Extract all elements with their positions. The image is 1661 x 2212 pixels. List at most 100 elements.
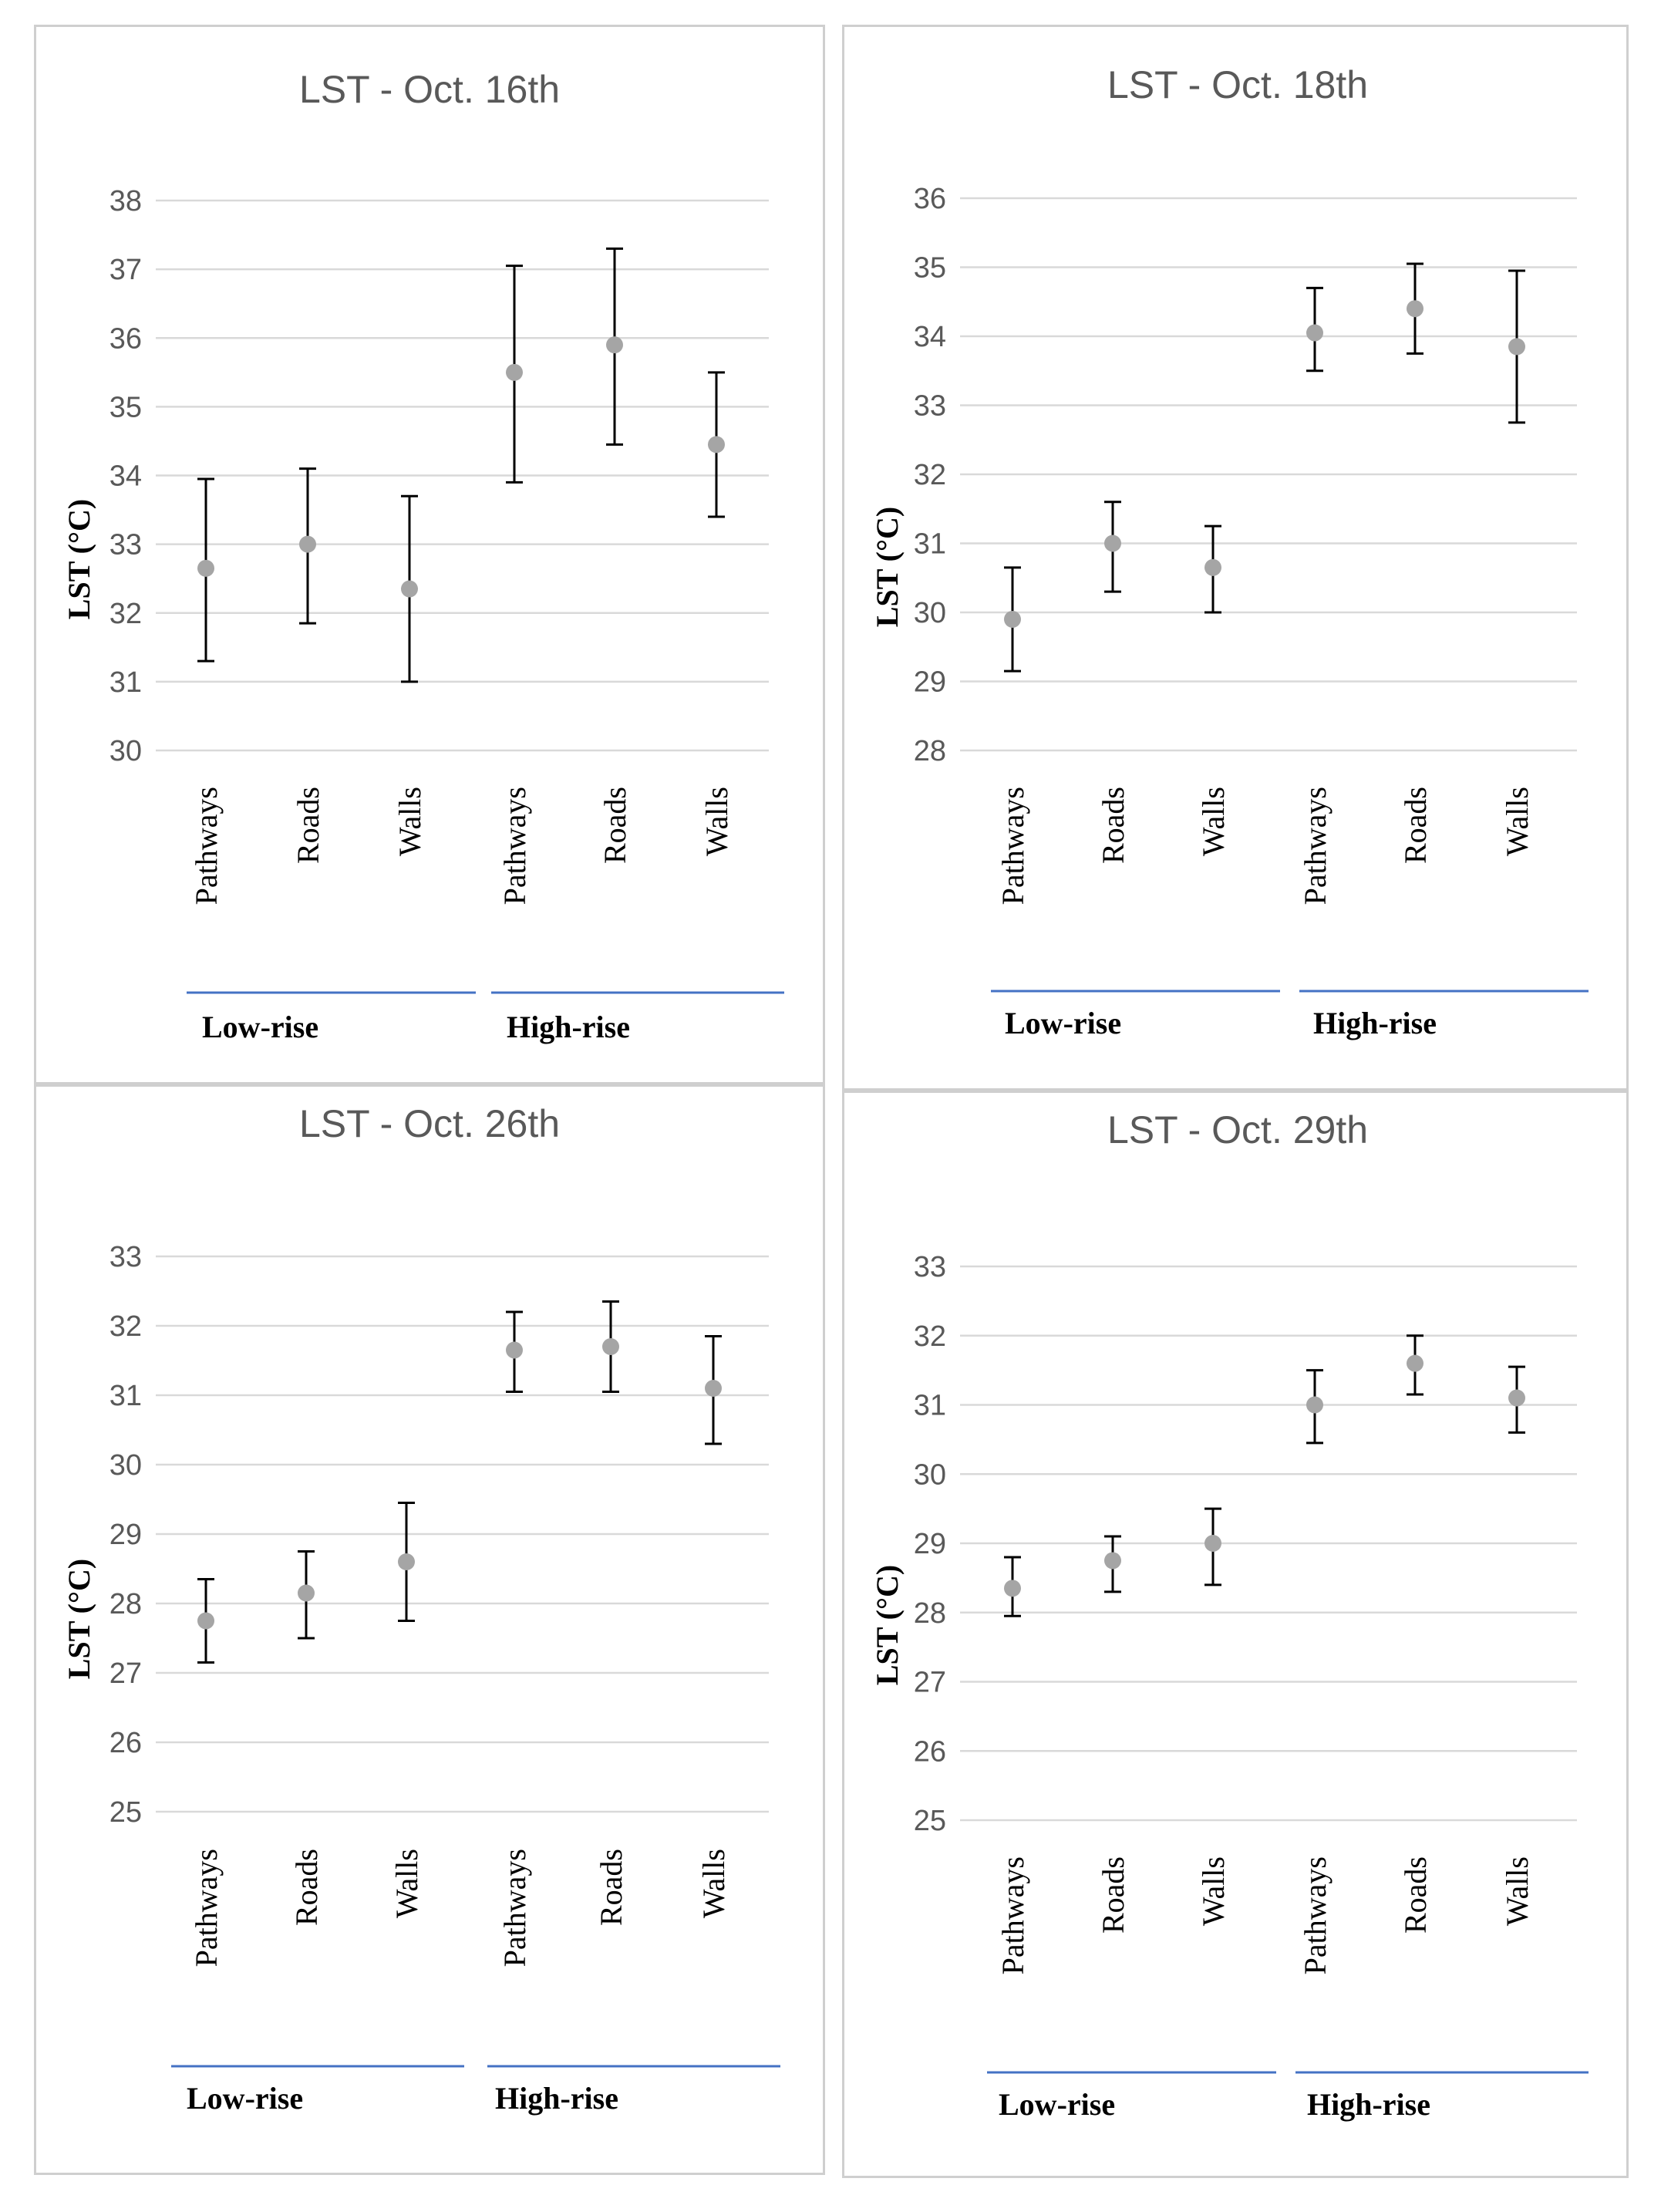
x-category-label: Roads bbox=[594, 1849, 628, 1926]
x-category-label: Pathways bbox=[189, 787, 224, 905]
chart-title: LST - Oct. 18th bbox=[1107, 63, 1368, 106]
y-tick-label: 29 bbox=[914, 1528, 946, 1560]
x-category-label: Roads bbox=[1096, 787, 1130, 864]
y-tick-label: 30 bbox=[109, 1449, 142, 1482]
data-point bbox=[705, 1380, 722, 1397]
group-label: High-rise bbox=[1307, 2087, 1430, 2122]
x-category-label: Roads bbox=[291, 787, 325, 864]
chart-title: LST - Oct. 29th bbox=[1107, 1108, 1368, 1152]
chart-panel-oct18: LST - Oct. 18th 28 29 30 31 32 33 34 35 36 LST (°C… bbox=[842, 25, 1629, 1091]
x-category-label: Pathways bbox=[1298, 787, 1333, 905]
x-category-label: Roads bbox=[1398, 1856, 1433, 1934]
y-axis-label: LST (°C) bbox=[62, 1559, 96, 1679]
y-tick-label: 33 bbox=[914, 390, 946, 423]
y-tick-label: 28 bbox=[914, 1597, 946, 1630]
y-tick-label: 29 bbox=[109, 1519, 142, 1551]
chart-panel-oct26: LST - Oct. 26th 25 26 27 28 29 30 31 32 33 LST (°C… bbox=[34, 1084, 825, 2175]
x-category-label: Roads bbox=[1096, 1856, 1130, 1934]
chart-oct16: LST - Oct. 16th 30 31 32 33 34 35 36 37 38 LST (°C… bbox=[62, 68, 784, 1044]
y-tick-label: 30 bbox=[109, 735, 142, 767]
chart-panel-oct29: LST - Oct. 29th 25 26 27 28 29 30 31 32 33 LST (°C… bbox=[842, 1091, 1629, 2178]
y-tick-label: 32 bbox=[914, 1320, 946, 1353]
y-tick-label: 26 bbox=[914, 1735, 946, 1768]
x-category-label: Pathways bbox=[189, 1849, 224, 1967]
x-category-label: Pathways bbox=[996, 787, 1030, 905]
group-label: Low-rise bbox=[999, 2087, 1115, 2122]
y-axis-label: LST (°C) bbox=[62, 499, 96, 619]
group-label: High-rise bbox=[1313, 1006, 1437, 1040]
y-tick-label: 32 bbox=[109, 1310, 142, 1343]
y-tick-label: 31 bbox=[914, 528, 946, 561]
data-point bbox=[708, 436, 725, 454]
data-point bbox=[1306, 324, 1323, 342]
y-tick-label: 32 bbox=[914, 459, 946, 491]
data-point bbox=[1508, 338, 1525, 356]
group-label: Low-rise bbox=[202, 1010, 318, 1044]
y-axis-label: LST (°C) bbox=[870, 507, 905, 627]
y-tick-label: 25 bbox=[109, 1796, 142, 1829]
y-tick-label: 35 bbox=[109, 391, 142, 423]
data-point bbox=[1407, 300, 1423, 318]
x-category-label: Pathways bbox=[497, 787, 532, 905]
data-point bbox=[1508, 1389, 1525, 1407]
y-tick-label: 30 bbox=[914, 597, 946, 629]
y-tick-label: 27 bbox=[109, 1657, 142, 1690]
data-point bbox=[506, 1341, 523, 1359]
y-axis-label: LST (°C) bbox=[870, 1565, 905, 1685]
data-point bbox=[1407, 1354, 1423, 1372]
y-tick-label: 31 bbox=[109, 666, 142, 699]
data-point bbox=[1204, 558, 1221, 576]
data-point bbox=[1104, 1552, 1121, 1570]
group-label: Low-rise bbox=[187, 2081, 303, 2116]
data-point bbox=[606, 336, 623, 354]
group-label: Low-rise bbox=[1005, 1006, 1121, 1040]
y-tick-label: 38 bbox=[109, 185, 142, 217]
y-tick-label: 28 bbox=[914, 735, 946, 767]
x-category-label: Walls bbox=[696, 1849, 731, 1918]
y-tick-label: 35 bbox=[914, 252, 946, 285]
y-tick-label: 34 bbox=[914, 321, 946, 353]
y-tick-label: 31 bbox=[109, 1380, 142, 1412]
chart-oct29: LST - Oct. 29th 25 26 27 28 29 30 31 32 33 LST (°C… bbox=[870, 1108, 1589, 2122]
data-point bbox=[1306, 1396, 1323, 1414]
y-tick-label: 32 bbox=[109, 598, 142, 630]
data-point bbox=[1004, 1580, 1021, 1597]
x-category-label: Walls bbox=[1196, 787, 1231, 856]
data-point bbox=[299, 535, 316, 553]
data-point bbox=[298, 1584, 315, 1602]
y-tick-label: 36 bbox=[109, 322, 142, 355]
data-point bbox=[401, 580, 418, 598]
chart-panel-oct16: LST - Oct. 16th 30 31 32 33 34 35 36 37 38 LST (°C… bbox=[34, 25, 825, 1084]
chart-oct18: LST - Oct. 18th 28 29 30 31 32 33 34 35 36 LST (°C… bbox=[870, 63, 1589, 1040]
y-tick-label: 31 bbox=[914, 1390, 946, 1422]
y-tick-label: 33 bbox=[914, 1251, 946, 1283]
data-point bbox=[398, 1553, 415, 1570]
chart-oct26: LST - Oct. 26th 25 26 27 28 29 30 31 32 33 LST (°C… bbox=[62, 1102, 780, 2116]
x-category-label: Walls bbox=[699, 787, 734, 856]
y-tick-label: 25 bbox=[914, 1805, 946, 1837]
data-point bbox=[506, 363, 523, 381]
x-category-label: Roads bbox=[598, 787, 632, 864]
x-category-label: Walls bbox=[1500, 787, 1535, 856]
x-category-label: Roads bbox=[1398, 787, 1433, 864]
y-tick-label: 30 bbox=[914, 1458, 946, 1491]
y-tick-label: 37 bbox=[109, 254, 142, 286]
x-category-label: Walls bbox=[389, 1849, 424, 1918]
y-tick-label: 28 bbox=[109, 1588, 142, 1620]
data-point bbox=[197, 559, 214, 577]
y-tick-label: 27 bbox=[914, 1667, 946, 1699]
x-category-label: Pathways bbox=[497, 1849, 532, 1967]
data-point bbox=[1204, 1535, 1221, 1552]
y-tick-label: 34 bbox=[109, 460, 142, 493]
group-label: High-rise bbox=[507, 1010, 630, 1044]
chart-title: LST - Oct. 26th bbox=[299, 1102, 560, 1145]
group-label: High-rise bbox=[495, 2081, 618, 2116]
data-point bbox=[1004, 610, 1021, 628]
x-category-label: Walls bbox=[393, 787, 427, 856]
x-category-label: Pathways bbox=[1298, 1856, 1333, 1974]
data-point bbox=[602, 1338, 619, 1355]
x-category-label: Walls bbox=[1196, 1856, 1231, 1926]
y-tick-label: 36 bbox=[914, 183, 946, 215]
y-tick-label: 29 bbox=[914, 666, 946, 699]
data-point bbox=[1104, 534, 1121, 552]
